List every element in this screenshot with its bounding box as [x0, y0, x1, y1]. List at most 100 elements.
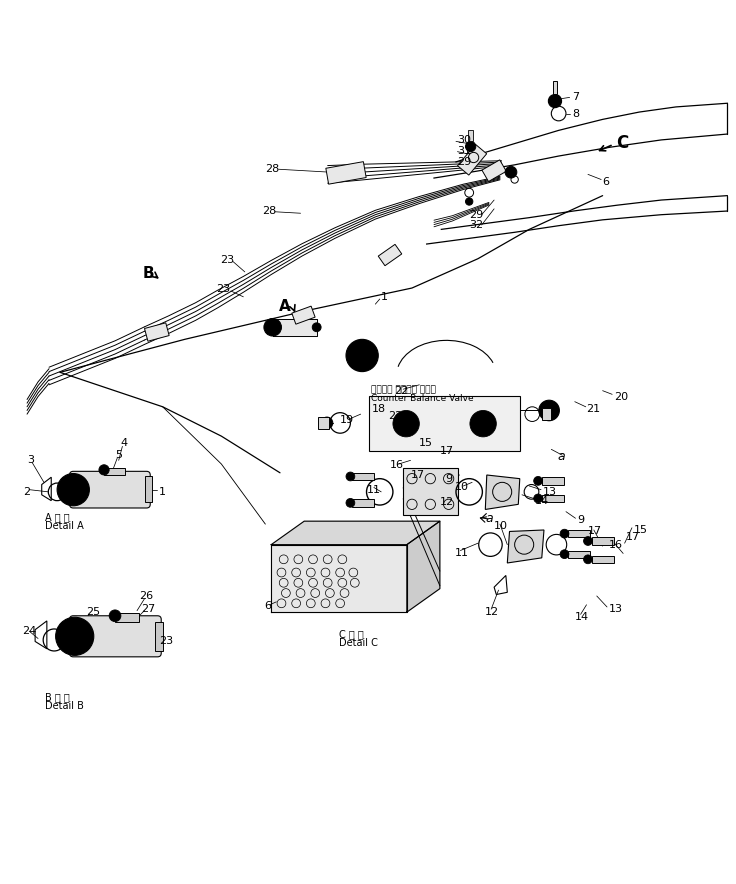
Text: 4: 4: [120, 438, 127, 448]
Circle shape: [584, 537, 592, 545]
Text: a: a: [485, 513, 493, 525]
Bar: [318, 417, 329, 429]
Circle shape: [346, 472, 355, 481]
Text: 26: 26: [139, 591, 153, 601]
Text: C: C: [616, 133, 628, 152]
Text: 13: 13: [609, 604, 623, 614]
FancyBboxPatch shape: [70, 616, 161, 657]
Circle shape: [56, 617, 93, 655]
FancyBboxPatch shape: [70, 471, 150, 508]
Text: 5: 5: [115, 450, 122, 461]
Circle shape: [539, 400, 559, 421]
Polygon shape: [271, 522, 440, 545]
Polygon shape: [485, 475, 520, 509]
Text: 12: 12: [485, 607, 500, 617]
Text: 20: 20: [614, 392, 628, 401]
Circle shape: [534, 494, 542, 503]
Circle shape: [312, 323, 321, 332]
Text: 29: 29: [469, 210, 484, 220]
Bar: [542, 408, 551, 420]
Text: 3: 3: [27, 455, 34, 465]
Text: 28: 28: [262, 206, 276, 216]
Text: 15: 15: [420, 438, 434, 448]
Bar: [592, 537, 614, 545]
Bar: [115, 613, 138, 621]
Text: 2: 2: [24, 487, 30, 497]
Text: 19: 19: [340, 415, 354, 425]
Bar: [352, 499, 374, 507]
Circle shape: [560, 550, 569, 559]
Circle shape: [470, 410, 496, 437]
Circle shape: [57, 474, 89, 506]
Text: 11: 11: [455, 548, 469, 559]
Text: Detail C: Detail C: [339, 638, 378, 648]
Text: 7: 7: [572, 93, 579, 103]
Text: 31: 31: [458, 146, 472, 156]
Text: 17: 17: [440, 446, 454, 456]
Polygon shape: [482, 160, 506, 181]
Circle shape: [393, 410, 420, 437]
Circle shape: [505, 166, 517, 178]
Text: 9: 9: [445, 474, 452, 484]
Text: カウンタ バランス バルブ: カウンタ バランス バルブ: [371, 385, 436, 394]
Text: 17: 17: [626, 532, 640, 542]
Text: 25: 25: [85, 607, 100, 617]
Polygon shape: [326, 162, 367, 184]
Text: 21: 21: [587, 404, 601, 414]
Text: 15: 15: [634, 525, 648, 535]
Text: 30: 30: [458, 135, 472, 145]
Bar: [155, 621, 163, 651]
Text: 1: 1: [367, 350, 374, 361]
Text: Detail B: Detail B: [46, 701, 84, 711]
Text: 23: 23: [159, 636, 173, 646]
Circle shape: [321, 417, 333, 429]
Bar: [468, 130, 473, 141]
Bar: [568, 551, 590, 558]
Bar: [592, 556, 614, 563]
Text: 23: 23: [216, 285, 230, 294]
Text: 22: 22: [394, 385, 408, 396]
Polygon shape: [272, 319, 316, 336]
Polygon shape: [144, 323, 169, 341]
Text: 16: 16: [390, 461, 404, 470]
Text: 23: 23: [220, 255, 234, 265]
Text: 1: 1: [159, 487, 166, 497]
Bar: [542, 495, 564, 502]
Text: 27: 27: [141, 604, 155, 614]
Polygon shape: [403, 468, 459, 515]
Text: 8: 8: [572, 109, 579, 118]
Text: 6: 6: [264, 601, 271, 611]
Circle shape: [346, 499, 355, 507]
Text: 11: 11: [367, 484, 381, 495]
Text: 18: 18: [372, 404, 386, 414]
Circle shape: [99, 465, 109, 475]
Polygon shape: [292, 306, 315, 324]
Text: 10: 10: [494, 522, 508, 531]
Circle shape: [584, 555, 592, 564]
Polygon shape: [271, 545, 407, 612]
Circle shape: [264, 318, 281, 336]
Text: 17: 17: [411, 470, 425, 480]
Bar: [352, 473, 374, 480]
Circle shape: [534, 476, 542, 485]
Bar: [104, 468, 124, 475]
Text: B: B: [142, 266, 154, 281]
Text: 13: 13: [542, 487, 556, 497]
Bar: [145, 476, 152, 502]
Circle shape: [109, 610, 121, 621]
Text: 1: 1: [381, 292, 388, 301]
Polygon shape: [507, 530, 544, 563]
Text: C 详 细: C 详 细: [339, 629, 364, 639]
Polygon shape: [378, 244, 402, 266]
Text: 10: 10: [455, 483, 469, 492]
Text: 14: 14: [535, 496, 549, 506]
Text: 6: 6: [603, 177, 609, 187]
Text: 24: 24: [22, 626, 36, 636]
Text: Detail A: Detail A: [46, 521, 84, 530]
Text: Counter Balance Valve: Counter Balance Valve: [371, 393, 473, 402]
Text: 9: 9: [577, 515, 584, 525]
Text: 12: 12: [440, 497, 454, 507]
Circle shape: [465, 141, 475, 152]
Text: 16: 16: [609, 539, 623, 550]
Bar: [369, 396, 520, 451]
